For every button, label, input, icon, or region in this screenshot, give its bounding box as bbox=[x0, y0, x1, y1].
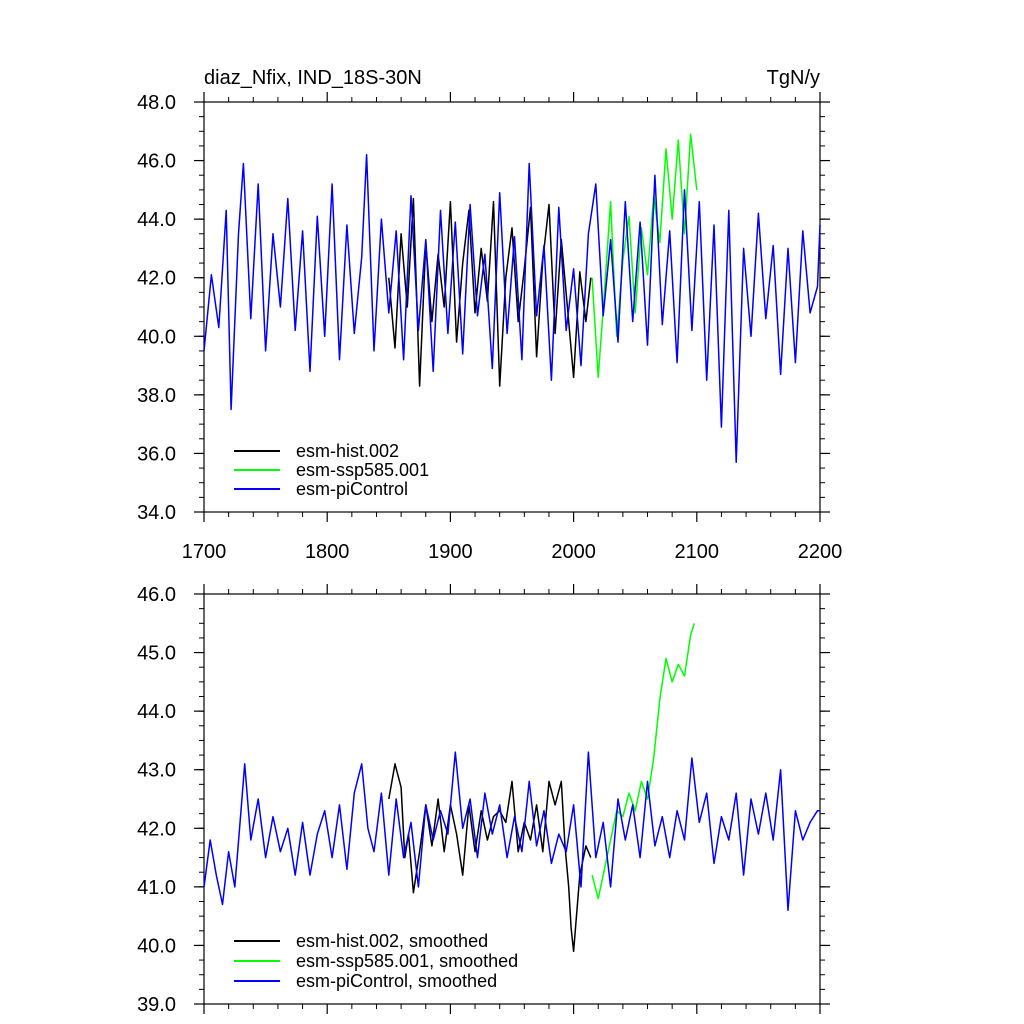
y-tick-label: 39.0 bbox=[137, 994, 176, 1016]
top-axes: 34.0 36.0 38.0 40.0 42.0 44.0 46.0 48.0 1700 1800… bbox=[137, 92, 842, 563]
legend-label-picontrol-smoothed: esm-piControl, smoothed bbox=[296, 971, 497, 991]
y-tick-label: 45.0 bbox=[137, 643, 176, 665]
series-line-0 bbox=[388, 763, 592, 953]
y-tick-label: 48.0 bbox=[137, 92, 176, 114]
top-legend: esm-hist.002 esm-ssp585.001 esm-piContro… bbox=[234, 441, 429, 499]
bottom-chart-panel: 39.0 40.0 41.0 42.0 43.0 44.0 45.0 46.0 esm-his… bbox=[137, 584, 830, 1016]
bottom-legend: esm-hist.002, smoothed esm-ssp585.001, s… bbox=[234, 931, 518, 991]
y-tick-label: 44.0 bbox=[137, 209, 176, 231]
top-chart-panel: diaz_Nfix, IND_18S-30N TgN/y 34.0 36.0 38.… bbox=[137, 67, 842, 563]
x-tick-label: 2100 bbox=[675, 541, 720, 563]
y-tick-label: 42.0 bbox=[137, 818, 176, 840]
chart-title: diaz_Nfix, IND_18S-30N bbox=[204, 67, 422, 89]
top-series-lines bbox=[203, 133, 821, 463]
series-line-2 bbox=[203, 751, 820, 912]
y-tick-label: 36.0 bbox=[137, 443, 176, 465]
y-tick-label: 43.0 bbox=[137, 760, 176, 782]
series-line-2 bbox=[203, 153, 821, 463]
y-tick-label: 34.0 bbox=[137, 502, 176, 524]
y-tick-label: 46.0 bbox=[137, 151, 176, 173]
y-tick-label: 40.0 bbox=[137, 935, 176, 957]
legend-label-picontrol: esm-piControl bbox=[296, 479, 408, 499]
x-tick-label: 1800 bbox=[305, 541, 350, 563]
units-label: TgN/y bbox=[767, 67, 820, 89]
x-tick-label: 1700 bbox=[182, 541, 227, 563]
y-tick-label: 46.0 bbox=[137, 584, 176, 606]
y-tick-label: 40.0 bbox=[137, 326, 176, 348]
legend-label-ssp585-smoothed: esm-ssp585.001, smoothed bbox=[296, 951, 518, 971]
legend-label-hist: esm-hist.002 bbox=[296, 441, 399, 461]
series-line-1 bbox=[591, 623, 696, 900]
legend-label-ssp585: esm-ssp585.001 bbox=[296, 460, 429, 480]
y-tick-label: 38.0 bbox=[137, 385, 176, 407]
series-line-0 bbox=[388, 197, 592, 387]
y-tick-label: 41.0 bbox=[137, 877, 176, 899]
bottom-series-lines bbox=[203, 623, 820, 953]
y-tick-label: 42.0 bbox=[137, 268, 176, 290]
x-tick-label: 2200 bbox=[798, 541, 843, 563]
legend-label-hist-smoothed: esm-hist.002, smoothed bbox=[296, 931, 488, 951]
x-tick-label: 2000 bbox=[551, 541, 596, 563]
bottom-axes: 39.0 40.0 41.0 42.0 43.0 44.0 45.0 46.0 bbox=[137, 584, 830, 1016]
x-tick-label: 1900 bbox=[428, 541, 473, 563]
y-tick-label: 44.0 bbox=[137, 701, 176, 723]
series-line-1 bbox=[591, 133, 698, 379]
